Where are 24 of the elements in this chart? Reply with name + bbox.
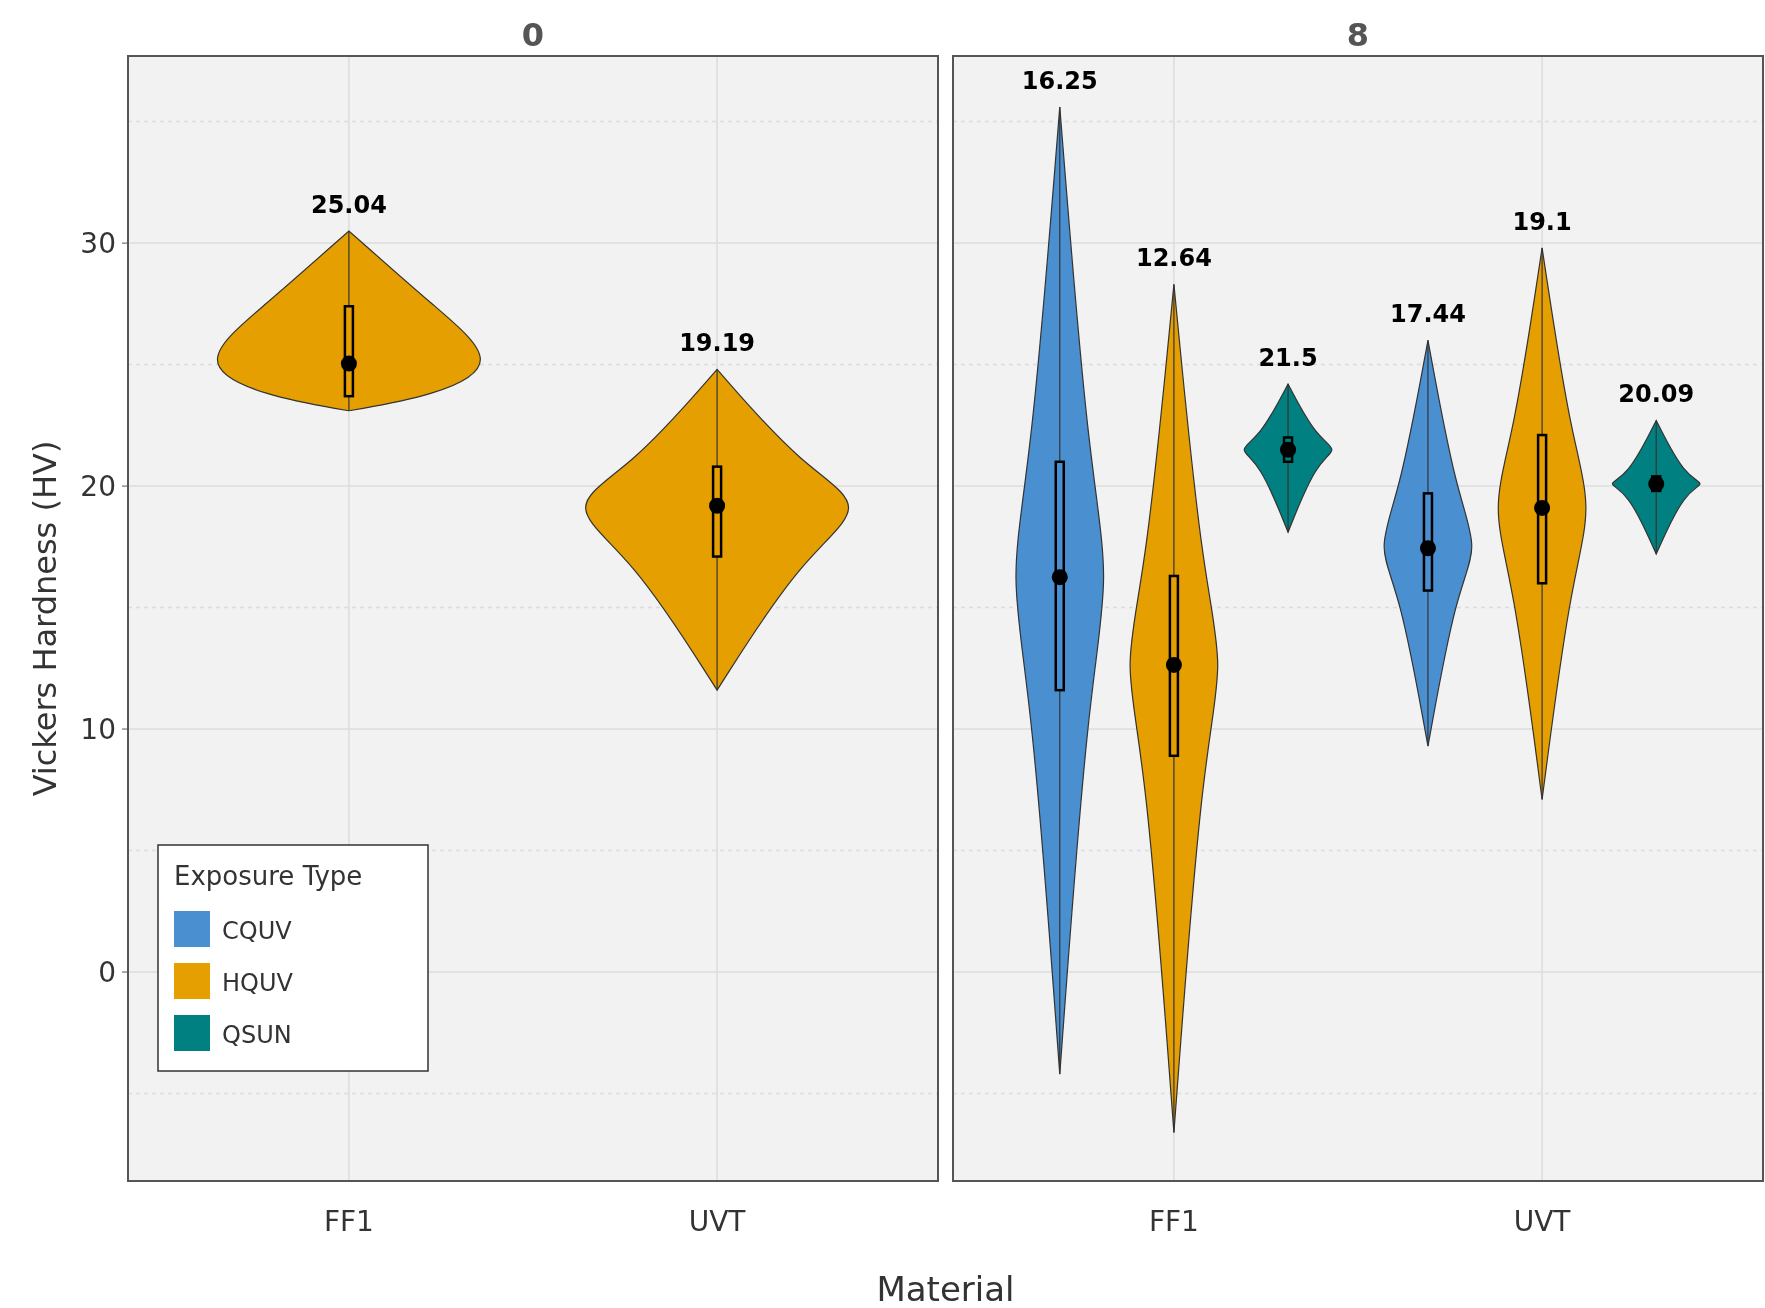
text: 20.09 bbox=[1618, 380, 1695, 409]
text: 17.44 bbox=[1389, 300, 1466, 329]
x-tick-label: UVT bbox=[688, 1205, 747, 1238]
y-tick-label: 20 bbox=[80, 469, 116, 503]
legend-label: HQUV bbox=[222, 969, 294, 998]
x-tick-label: UVT bbox=[1513, 1205, 1572, 1238]
chart-title: 0 bbox=[521, 16, 545, 54]
text: 19.19 bbox=[679, 329, 756, 358]
y-tick-label: 0 bbox=[98, 955, 116, 989]
x-axis-title: Material bbox=[876, 1269, 1015, 1308]
text: 21.5 bbox=[1258, 344, 1318, 373]
legend-label: CQUV bbox=[222, 917, 293, 946]
text: 25.04 bbox=[310, 190, 387, 219]
text: 19.1 bbox=[1512, 207, 1572, 236]
text: 16.25 bbox=[1021, 67, 1098, 96]
text: 12.64 bbox=[1135, 244, 1212, 273]
chart-title: 8 bbox=[1346, 16, 1370, 54]
x-tick-label: FF1 bbox=[1148, 1205, 1199, 1238]
legend-label: QSUN bbox=[222, 1021, 292, 1050]
y-tick-label: 30 bbox=[80, 226, 116, 260]
x-tick-label: FF1 bbox=[323, 1205, 374, 1238]
y-axis-title: Vickers Hardness (HV) bbox=[26, 440, 64, 797]
legend-title: Exposure Type bbox=[174, 861, 363, 891]
y-tick-label: 10 bbox=[80, 712, 116, 746]
